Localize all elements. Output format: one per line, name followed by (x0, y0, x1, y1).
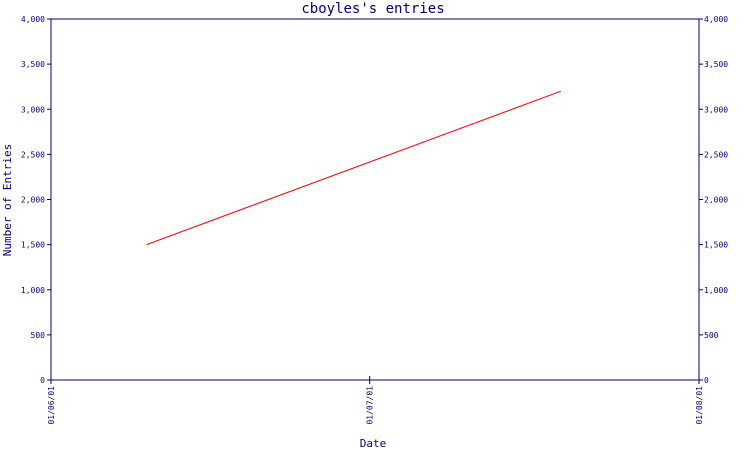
y-tick-label-right: 1,000 (704, 286, 728, 295)
chart-title: cboyles's entries (301, 1, 444, 17)
y-tick-label-right: 3,000 (704, 105, 728, 114)
y-tick-label-left: 500 (31, 331, 46, 340)
x-axis: 01/06/01 01/07/01 01/08/01 (47, 376, 704, 425)
y-tick-label-right: 2,500 (704, 150, 728, 159)
y-tick-label-left: 1,000 (21, 286, 45, 295)
y-tick-label-left: 4,000 (21, 15, 45, 24)
x-axis-label: Date (360, 437, 387, 450)
y-tick-label-right: 1,500 (704, 241, 728, 250)
y-tick-label-right: 2,000 (704, 196, 728, 205)
y-tick-label-right: 0 (704, 376, 709, 385)
y-tick-label-left: 1,500 (21, 241, 45, 250)
y-tick-label-left: 0 (40, 376, 45, 385)
x-tick-label: 01/08/01 (695, 386, 704, 425)
y-axis-right: 0 500 1,000 1,500 2,000 2,500 3,000 3,500 4,000 (699, 15, 728, 385)
plot-frame (50, 18, 700, 381)
y-tick-label-left: 3,000 (21, 105, 45, 114)
y-tick-label-left: 3,500 (21, 60, 45, 69)
x-tick-label: 01/07/01 (366, 386, 375, 425)
y-axis-label: Number of Entries (1, 144, 14, 257)
y-tick-label-left: 2,000 (21, 196, 45, 205)
y-tick-label-right: 4,000 (704, 15, 728, 24)
y-axis-left: 0 500 1,000 1,500 2,000 2,500 3,000 3,500 4,000 (21, 15, 51, 385)
y-tick-label-right: 500 (704, 331, 719, 340)
series-layer (146, 90, 562, 246)
y-tick-label-right: 3,500 (704, 60, 728, 69)
series-line (146, 90, 562, 246)
y-tick-label-left: 2,500 (21, 150, 45, 159)
x-tick-label: 01/06/01 (47, 386, 56, 425)
